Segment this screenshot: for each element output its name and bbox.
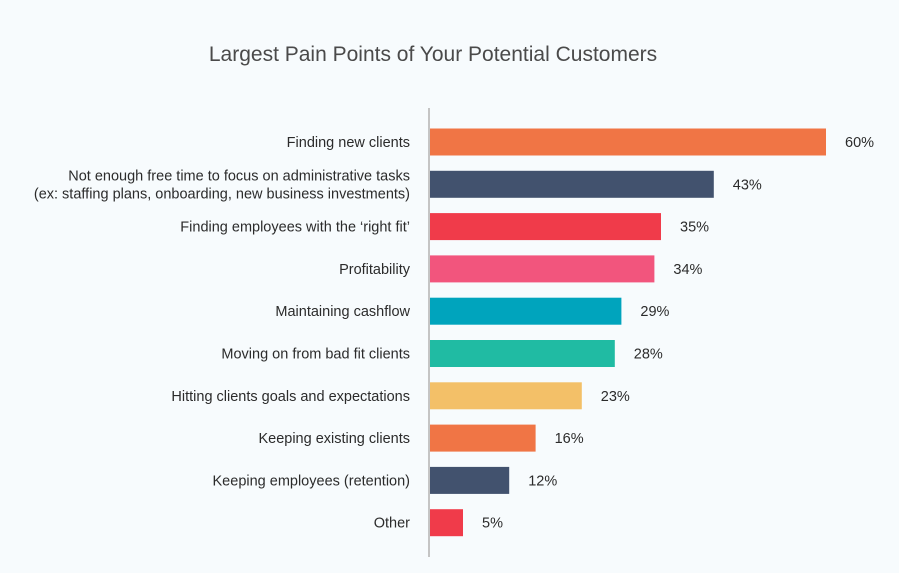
value-label-3: 35% <box>680 220 709 236</box>
value-label-2: 43% <box>733 177 762 193</box>
chart-title: Largest Pain Points of Your Potential Cu… <box>209 43 657 66</box>
bar-7 <box>430 382 582 410</box>
bar-1 <box>430 128 826 156</box>
value-label-7: 23% <box>601 389 630 405</box>
bar-6 <box>430 340 615 367</box>
category-label-2-line-1: Not enough free time to focus on adminis… <box>68 168 410 184</box>
value-label-6: 28% <box>634 347 663 363</box>
value-label-5: 29% <box>640 304 669 320</box>
bar-8 <box>430 424 536 452</box>
category-label-5: Maintaining cashflow <box>275 304 410 320</box>
bar-2 <box>430 170 714 198</box>
category-label-4: Profitability <box>339 262 411 278</box>
category-label-2-line-2: (ex: staffing plans, onboarding, new bus… <box>34 186 410 202</box>
bar-9 <box>430 466 510 494</box>
category-label-1: Finding new clients <box>287 135 410 151</box>
category-label-7: Hitting clients goals and expectations <box>171 389 410 405</box>
category-label-8: Keeping existing clients <box>258 431 410 447</box>
bar-3 <box>430 213 661 241</box>
value-label-4: 34% <box>673 262 702 278</box>
value-label-9: 12% <box>528 473 557 489</box>
bar-10 <box>430 509 463 537</box>
category-label-10: Other <box>374 516 410 532</box>
value-label-10: 5% <box>482 516 503 532</box>
category-label-6: Moving on from bad fit clients <box>221 347 410 363</box>
category-label-9: Keeping employees (retention) <box>213 473 410 489</box>
bar-5 <box>430 297 622 325</box>
category-label-3: Finding employees with the ‘right fit’ <box>180 220 410 236</box>
bar-4 <box>430 255 655 283</box>
value-label-8: 16% <box>555 431 584 447</box>
value-label-1: 60% <box>845 135 874 151</box>
